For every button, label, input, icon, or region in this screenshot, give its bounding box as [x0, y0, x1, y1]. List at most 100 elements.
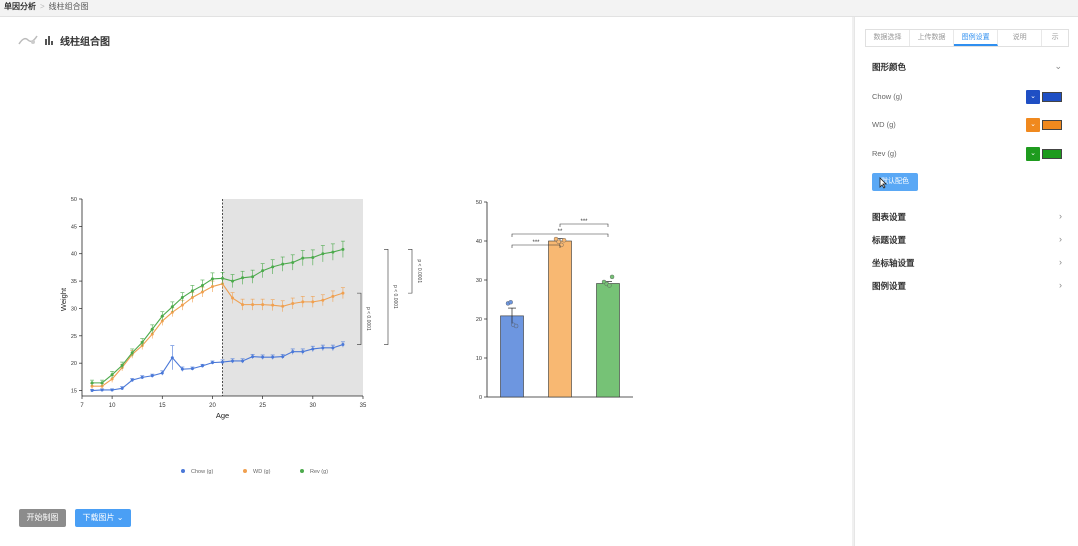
- data-point: [160, 371, 164, 375]
- data-point: [180, 303, 184, 307]
- significance-label: ***: [532, 240, 540, 246]
- legend-marker: [243, 469, 247, 473]
- chevron-right-icon: ›: [1059, 257, 1062, 267]
- breadcrumb-item-analysis[interactable]: 单因分析: [4, 2, 36, 11]
- data-point: [170, 310, 174, 314]
- section-chart-settings[interactable]: 图表设置 ›: [872, 211, 1062, 223]
- section-legend-settings[interactable]: 图例设置 ›: [872, 280, 1062, 292]
- tab-legend-settings[interactable]: 图例设置: [954, 30, 999, 46]
- section-label: 标题设置: [872, 235, 907, 245]
- tab-upload-data[interactable]: 上传数据: [910, 30, 955, 46]
- bar-data-point: [508, 300, 513, 305]
- section-shape-color-label: 图形颜色: [872, 62, 907, 72]
- bar: [596, 283, 620, 398]
- chevron-down-icon: ⌄: [1054, 61, 1062, 71]
- data-point: [251, 303, 255, 307]
- data-point: [200, 290, 204, 294]
- data-point: [190, 296, 194, 299]
- data-point: [221, 276, 224, 280]
- data-point: [190, 289, 194, 293]
- x-axis-label: Age: [216, 411, 229, 420]
- data-point: [341, 343, 345, 347]
- data-point: [150, 332, 154, 336]
- chevron-right-icon: ›: [1059, 280, 1062, 290]
- section-title-settings[interactable]: 标题设置 ›: [872, 234, 1062, 246]
- color-swatch: [1042, 149, 1062, 159]
- section-shape-color[interactable]: 图形颜色 ⌄: [872, 61, 1062, 73]
- data-point: [241, 359, 245, 363]
- bar-chart-icon: [45, 36, 53, 45]
- data-point: [301, 300, 305, 304]
- section-label: 图例设置: [872, 281, 907, 291]
- x-tick-label: 25: [259, 403, 266, 409]
- bar: [548, 240, 572, 398]
- data-point: [231, 296, 235, 300]
- bar-data-point: [556, 239, 561, 244]
- data-point: [110, 377, 114, 381]
- data-point: [221, 360, 224, 364]
- bar-data-point: [513, 323, 519, 329]
- tab-instructions[interactable]: 说明: [998, 30, 1043, 46]
- page-title: 线柱组合图: [60, 36, 110, 48]
- data-point: [140, 375, 144, 379]
- data-point: [210, 285, 214, 289]
- section-label: 图表设置: [872, 212, 907, 222]
- bar: [500, 315, 524, 398]
- color-picker-button[interactable]: ⌄: [1026, 147, 1040, 161]
- data-point: [90, 381, 94, 385]
- data-point: [90, 389, 94, 393]
- data-point: [311, 347, 315, 351]
- series-line: [92, 344, 344, 392]
- legend-label: Chow (g): [191, 469, 213, 475]
- bar-y-tick-label: 40: [476, 239, 482, 245]
- color-row-rev: Rev (g) ⌄: [872, 147, 1062, 161]
- legend-marker: [181, 469, 185, 473]
- bar-data-point: [553, 236, 559, 242]
- start-plot-button[interactable]: 开始制图: [19, 509, 66, 527]
- color-row-chow: Chow (g) ⌄: [872, 90, 1062, 104]
- color-row-wd: WD (g) ⌄: [872, 118, 1062, 132]
- color-row-label: Rev (g): [872, 149, 897, 158]
- data-point: [210, 361, 214, 365]
- bar-data-point: [609, 274, 615, 280]
- color-picker-button[interactable]: ⌄: [1026, 90, 1040, 104]
- x-tick-label: 20: [209, 403, 216, 409]
- x-tick-label: 30: [309, 403, 316, 409]
- chevron-right-icon: ›: [1059, 211, 1062, 221]
- data-point: [281, 304, 285, 308]
- data-point: [210, 277, 214, 281]
- data-point: [331, 346, 335, 350]
- data-point: [130, 378, 134, 382]
- chevron-right-icon: ›: [1059, 234, 1062, 244]
- series-line: [92, 283, 344, 387]
- data-point: [150, 327, 154, 331]
- data-point: [120, 386, 124, 390]
- data-point: [110, 388, 114, 392]
- significance-bracket: [511, 233, 609, 237]
- tab-more[interactable]: 示: [1051, 34, 1059, 41]
- color-row-label: WD (g): [872, 120, 896, 129]
- bar-data-point: [561, 238, 567, 243]
- data-point: [291, 350, 295, 354]
- y-axis-label: Weight: [59, 287, 68, 311]
- bar-y-tick-label: 10: [476, 356, 482, 362]
- tab-data-select[interactable]: 数据选择: [866, 30, 911, 46]
- data-point: [281, 262, 285, 266]
- data-point: [251, 275, 255, 279]
- data-point: [200, 283, 204, 287]
- y-tick-label: 25: [71, 334, 77, 340]
- color-picker-button[interactable]: ⌄: [1026, 118, 1040, 132]
- page-header: 线柱组合图: [18, 32, 110, 48]
- data-point: [100, 384, 104, 388]
- data-point: [261, 269, 265, 273]
- section-axis-settings[interactable]: 坐标轴设置 ›: [872, 257, 1062, 269]
- data-point: [160, 319, 164, 323]
- data-point: [301, 256, 305, 260]
- significance-bracket: [559, 223, 609, 227]
- section-label: 坐标轴设置: [872, 258, 915, 268]
- logo-icon: [18, 35, 38, 45]
- y-tick-label: 45: [71, 224, 77, 230]
- download-image-button[interactable]: 下载图片 ⌄: [75, 509, 131, 527]
- data-point: [251, 355, 255, 359]
- data-point: [90, 384, 94, 388]
